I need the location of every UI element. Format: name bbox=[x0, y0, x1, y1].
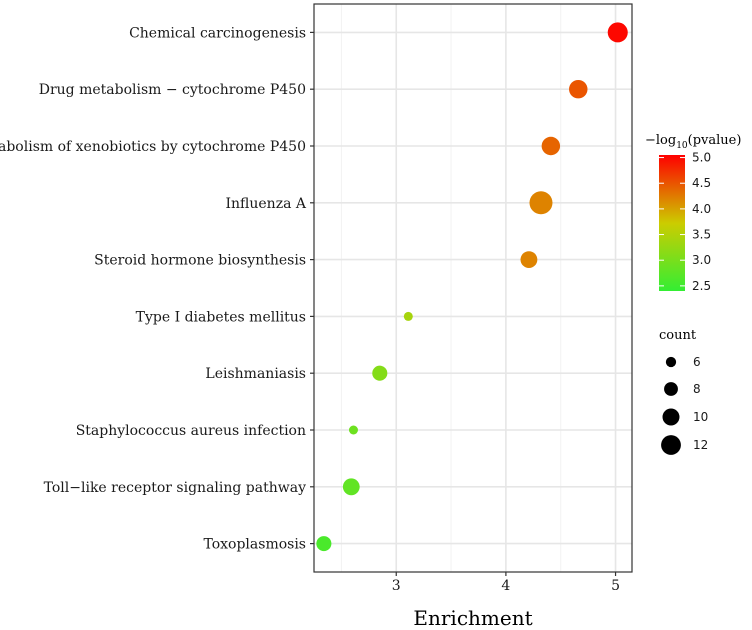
data-point bbox=[372, 365, 388, 381]
size-legend-label: 10 bbox=[693, 410, 708, 424]
y-tick-label: Metabolism of xenobiotics by cytochrome … bbox=[0, 139, 306, 155]
size-legend-title: count bbox=[659, 328, 697, 343]
size-legend-label: 12 bbox=[693, 438, 708, 452]
color-bar bbox=[659, 155, 685, 291]
size-legend-dot bbox=[664, 382, 678, 396]
x-axis-title: Enrichment bbox=[413, 606, 532, 630]
size-legend-dot bbox=[662, 408, 680, 426]
plot-panel bbox=[314, 4, 632, 572]
data-point bbox=[348, 425, 358, 435]
x-tick-label: 4 bbox=[501, 578, 510, 594]
size-legend: count 6 8 10 12 bbox=[659, 328, 708, 455]
data-point bbox=[541, 136, 561, 156]
color-bar-label: 2.5 bbox=[692, 279, 711, 293]
y-tick-label: Leishmaniasis bbox=[205, 366, 306, 382]
y-tick-label: Staphylococcus aureus infection bbox=[76, 423, 306, 439]
y-tick-label: Toll−like receptor signaling pathway bbox=[44, 480, 306, 496]
x-axis: 3 4 5 bbox=[392, 572, 620, 594]
data-point bbox=[569, 79, 588, 99]
x-tick-label: 3 bbox=[392, 578, 401, 594]
y-axis: Chemical carcinogenesis Drug metabolism −… bbox=[0, 25, 314, 553]
data-point bbox=[342, 478, 360, 496]
color-bar-label: 3.0 bbox=[692, 253, 711, 267]
y-tick-label: Influenza A bbox=[226, 196, 307, 212]
y-tick-label: Steroid hormone biosynthesis bbox=[94, 253, 306, 269]
y-tick-label: Drug metabolism − cytochrome P450 bbox=[39, 82, 306, 98]
data-point bbox=[316, 536, 332, 552]
y-tick-label: Type I diabetes mellitus bbox=[136, 309, 306, 325]
color-legend-title-sub: 10 bbox=[676, 141, 688, 151]
y-tick-label: Chemical carcinogenesis bbox=[129, 25, 306, 41]
grid-lines bbox=[314, 4, 632, 572]
y-tick-label: Toxoplasmosis bbox=[203, 537, 306, 553]
data-point bbox=[403, 311, 413, 321]
color-legend: −log10(pvalue) 2.5 3.0 3.5 4.0 4.5 5.0 bbox=[645, 133, 741, 293]
data-point bbox=[520, 251, 538, 269]
data-point bbox=[529, 191, 553, 215]
color-bar-ticks: 2.5 3.0 3.5 4.0 4.5 5.0 bbox=[659, 151, 711, 293]
color-legend-title-tail: (pvalue) bbox=[688, 133, 742, 148]
size-legend-dot bbox=[665, 356, 677, 368]
plot-border bbox=[313, 3, 633, 573]
color-bar-label: 4.0 bbox=[692, 202, 711, 216]
size-legend-items: 6 8 10 12 bbox=[661, 355, 708, 455]
color-legend-title-main: −log bbox=[645, 133, 676, 148]
data-point bbox=[607, 22, 628, 43]
size-legend-label: 8 bbox=[693, 382, 701, 396]
color-bar-label: 5.0 bbox=[692, 151, 711, 165]
x-tick-label: 5 bbox=[611, 578, 620, 594]
size-legend-dot bbox=[661, 435, 681, 455]
color-bar-label: 3.5 bbox=[692, 228, 711, 242]
data-points bbox=[316, 22, 628, 552]
color-legend-title: −log10(pvalue) bbox=[645, 133, 741, 151]
size-legend-label: 6 bbox=[693, 355, 701, 369]
color-bar-label: 4.5 bbox=[692, 176, 711, 190]
